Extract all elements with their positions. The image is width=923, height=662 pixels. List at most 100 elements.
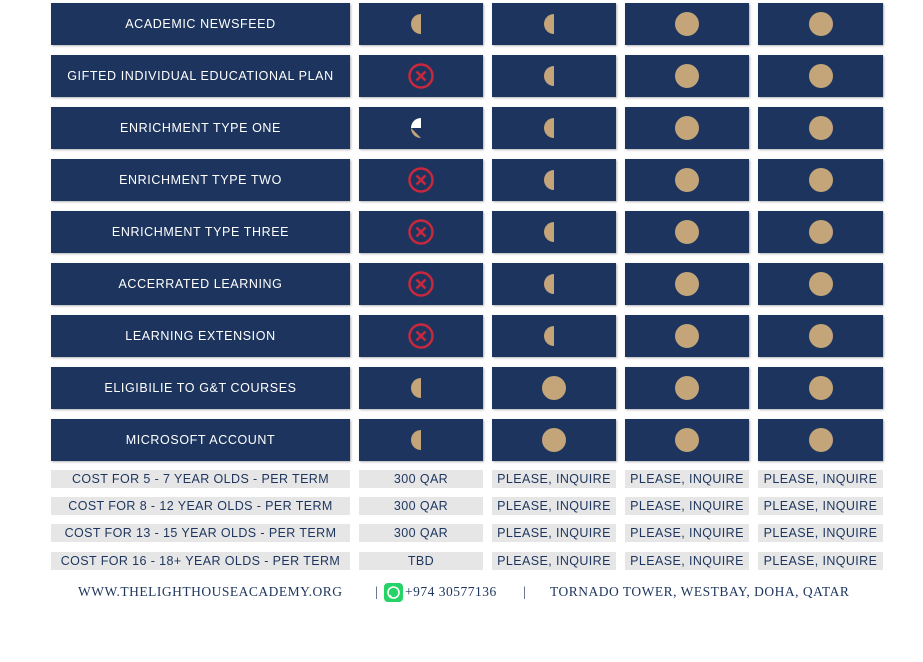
feature-cell — [359, 3, 483, 45]
feature-cell — [359, 211, 483, 253]
status-icon — [675, 428, 699, 452]
feature-cell — [758, 315, 883, 357]
feature-cell — [492, 419, 616, 461]
feature-cell — [492, 263, 616, 305]
status-icon — [808, 64, 833, 88]
status-icon — [408, 167, 434, 193]
status-icon — [808, 116, 833, 140]
status-icon — [675, 12, 699, 36]
cost-value: PLEASE, INQUIRE — [758, 524, 883, 542]
status-icon — [675, 272, 699, 296]
feature-label: LEARNING EXTENSION — [51, 315, 350, 357]
cost-value: TBD — [359, 552, 483, 570]
feature-cell — [359, 263, 483, 305]
cost-value: PLEASE, INQUIRE — [492, 470, 616, 488]
feature-cell — [359, 419, 483, 461]
cost-value: PLEASE, INQUIRE — [758, 497, 883, 515]
feature-cell — [758, 159, 883, 201]
feature-cell — [492, 159, 616, 201]
status-icon — [408, 219, 434, 245]
status-icon — [675, 116, 699, 140]
feature-cell — [758, 211, 883, 253]
feature-label: ENRICHMENT TYPE ONE — [51, 107, 350, 149]
status-icon — [675, 64, 699, 88]
status-icon — [542, 376, 566, 400]
feature-cell — [758, 3, 883, 45]
status-icon — [544, 14, 554, 34]
phone: +974 30577136 — [405, 584, 497, 599]
status-icon — [808, 168, 833, 192]
feature-cell — [359, 107, 483, 149]
status-icon — [675, 220, 699, 244]
status-icon — [544, 274, 554, 294]
feature-cell — [492, 211, 616, 253]
cost-label: COST FOR 5 - 7 YEAR OLDS - PER TERM — [51, 470, 350, 488]
cost-value: PLEASE, INQUIRE — [492, 524, 616, 542]
cost-value: 300 QAR — [359, 497, 483, 515]
address: TORNADO TOWER, WESTBAY, DOHA, QATAR — [550, 584, 850, 599]
feature-cell — [625, 3, 749, 45]
status-icon — [808, 376, 833, 400]
feature-cell — [625, 315, 749, 357]
status-icon — [544, 66, 554, 86]
feature-cell — [359, 159, 483, 201]
status-icon — [411, 14, 421, 34]
status-icon — [808, 220, 833, 244]
cost-value: PLEASE, INQUIRE — [625, 524, 749, 542]
feature-cell — [625, 159, 749, 201]
feature-cell — [492, 315, 616, 357]
cost-label: COST FOR 13 - 15 YEAR OLDS - PER TERM — [51, 524, 350, 542]
status-icon — [675, 324, 699, 348]
cost-value: PLEASE, INQUIRE — [625, 497, 749, 515]
cost-label: COST FOR 8 - 12 YEAR OLDS - PER TERM — [51, 497, 350, 515]
feature-cell — [758, 419, 883, 461]
feature-cell — [359, 367, 483, 409]
feature-cell — [492, 367, 616, 409]
status-icon — [408, 323, 434, 349]
feature-label: ACADEMIC NEWSFEED — [51, 3, 350, 45]
feature-cell — [492, 55, 616, 97]
feature-label: ENRICHMENT TYPE TWO — [51, 159, 350, 201]
status-icon — [544, 222, 554, 242]
feature-cell — [625, 367, 749, 409]
status-icon — [808, 12, 833, 36]
status-icon — [675, 168, 699, 192]
status-icon — [544, 170, 554, 190]
status-icon — [808, 272, 833, 296]
feature-cell — [625, 263, 749, 305]
status-icon — [544, 326, 554, 346]
feature-cell — [625, 107, 749, 149]
separator: | — [375, 584, 379, 599]
feature-cell — [758, 107, 883, 149]
cost-value: 300 QAR — [359, 524, 483, 542]
cost-label: COST FOR 16 - 18+ YEAR OLDS - PER TERM — [51, 552, 350, 570]
status-icon — [411, 378, 421, 398]
feature-label: ACCERRATED LEARNING — [51, 263, 350, 305]
feature-cell — [758, 263, 883, 305]
status-icon — [411, 430, 421, 450]
status-icon — [544, 118, 554, 138]
cost-value: 300 QAR — [359, 470, 483, 488]
feature-label: GIFTED INDIVIDUAL EDUCATIONAL PLAN — [51, 55, 350, 97]
whatsapp-icon — [384, 583, 403, 602]
feature-cell — [359, 55, 483, 97]
feature-label: ENRICHMENT TYPE THREE — [51, 211, 350, 253]
feature-cell — [625, 211, 749, 253]
status-icon — [675, 376, 699, 400]
feature-cell — [625, 55, 749, 97]
feature-cell — [359, 315, 483, 357]
feature-label: MICROSOFT ACCOUNT — [51, 419, 350, 461]
feature-cell — [492, 107, 616, 149]
cost-value: PLEASE, INQUIRE — [625, 552, 749, 570]
cost-value: PLEASE, INQUIRE — [758, 552, 883, 570]
status-icon — [542, 428, 566, 452]
feature-label: ELIGIBILIE TO G&T COURSES — [51, 367, 350, 409]
feature-cell — [758, 55, 883, 97]
status-icon — [411, 118, 421, 138]
status-icon — [408, 63, 434, 89]
status-icon — [408, 271, 434, 297]
feature-cell — [492, 3, 616, 45]
status-icon — [808, 324, 833, 348]
cost-value: PLEASE, INQUIRE — [625, 470, 749, 488]
